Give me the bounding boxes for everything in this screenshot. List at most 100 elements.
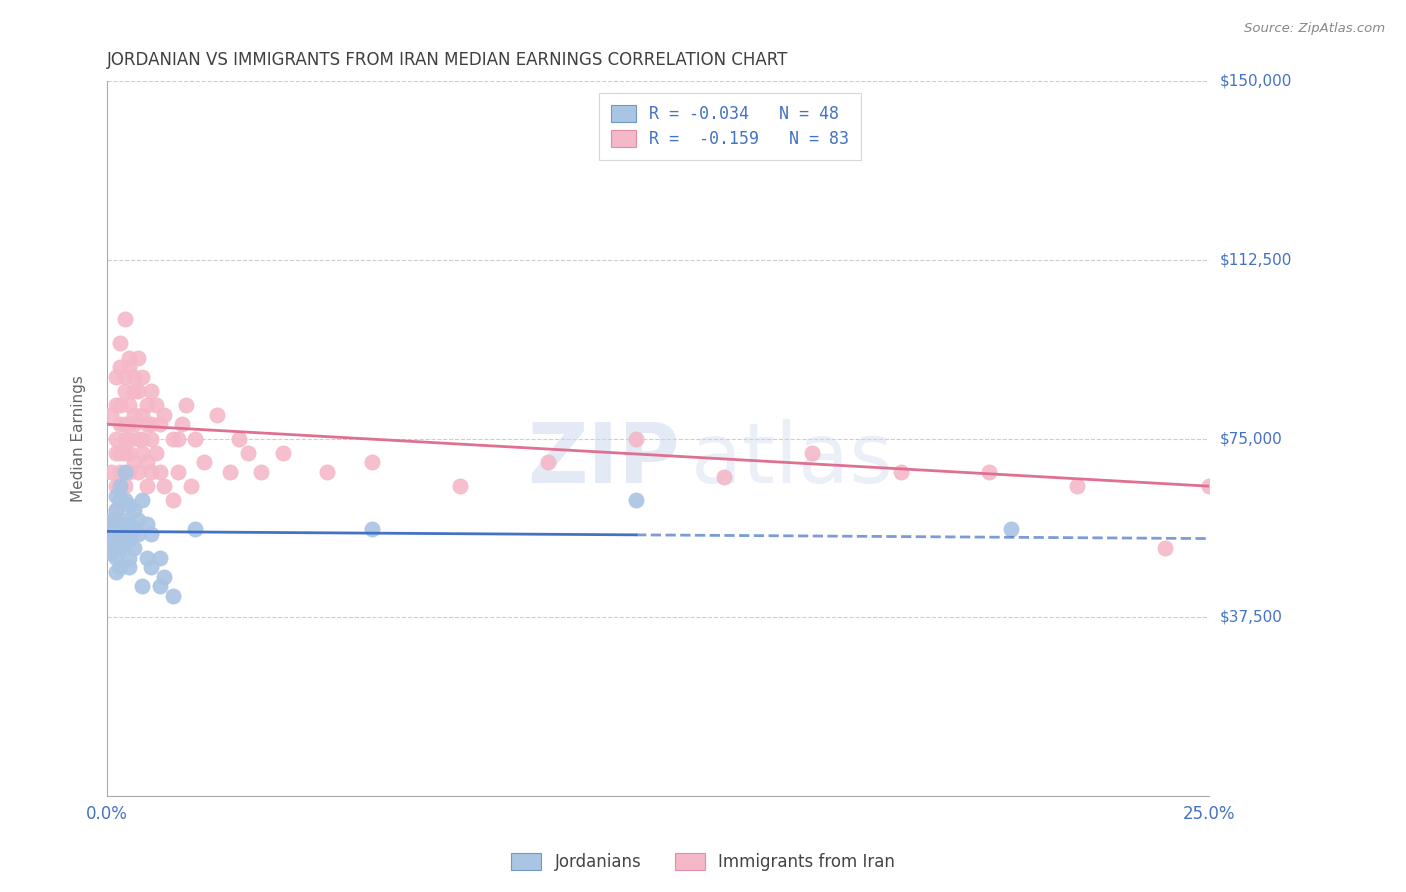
Point (127, 432, 149, 446)
Point (153, 408, 176, 422)
Point (110, 465, 132, 479)
Point (131, 369, 153, 384)
Text: Source: ZipAtlas.com: Source: ZipAtlas.com (1244, 22, 1385, 36)
Point (127, 526, 149, 541)
Point (114, 417, 136, 432)
Point (114, 384, 136, 398)
Point (104, 526, 127, 541)
Point (100, 517, 122, 532)
Point (114, 479, 136, 493)
Point (118, 351, 141, 365)
Point (537, 455, 560, 469)
Point (118, 517, 141, 532)
Point (141, 560, 163, 574)
Legend: Jordanians, Immigrants from Iran: Jordanians, Immigrants from Iran (503, 845, 903, 880)
Point (118, 398, 141, 412)
Point (114, 446, 136, 460)
Point (118, 532, 141, 546)
Point (228, 432, 250, 446)
Point (114, 312, 136, 326)
Point (104, 503, 127, 517)
Point (162, 589, 184, 603)
Point (104, 446, 127, 460)
Point (131, 408, 153, 422)
Point (104, 550, 127, 565)
Point (166, 432, 188, 446)
Point (162, 493, 184, 508)
Point (114, 493, 136, 508)
Point (100, 536, 122, 550)
Point (110, 522, 132, 536)
Point (1154, 541, 1177, 555)
Point (100, 512, 122, 526)
Point (219, 465, 242, 479)
Point (149, 579, 172, 593)
Point (141, 384, 163, 398)
Point (166, 465, 188, 479)
Point (104, 489, 127, 503)
Point (122, 384, 145, 398)
Point (135, 550, 157, 565)
Point (118, 432, 141, 446)
Point (100, 465, 122, 479)
Point (184, 522, 207, 536)
Point (122, 522, 145, 536)
Point (104, 503, 127, 517)
Point (250, 465, 273, 479)
Point (273, 446, 295, 460)
Text: atlas: atlas (692, 419, 893, 500)
Point (316, 465, 339, 479)
Point (889, 465, 911, 479)
Point (118, 446, 141, 460)
Point (104, 541, 127, 555)
Point (135, 417, 157, 432)
Point (236, 446, 259, 460)
Text: JORDANIAN VS IMMIGRANTS FROM IRAN MEDIAN EARNINGS CORRELATION CHART: JORDANIAN VS IMMIGRANTS FROM IRAN MEDIAN… (107, 51, 789, 69)
Point (110, 526, 132, 541)
Point (104, 398, 127, 412)
Point (131, 432, 153, 446)
Point (1198, 479, 1220, 493)
Point (135, 398, 157, 412)
Point (122, 417, 145, 432)
Legend: R = -0.034   N = 48, R =  -0.159   N = 83: R = -0.034 N = 48, R = -0.159 N = 83 (599, 94, 860, 160)
Point (801, 446, 824, 460)
Point (104, 369, 127, 384)
Point (110, 446, 132, 460)
Point (131, 446, 153, 460)
Point (122, 369, 145, 384)
Point (170, 417, 193, 432)
Point (118, 417, 141, 432)
Point (122, 455, 145, 469)
Point (114, 526, 136, 541)
Point (141, 526, 163, 541)
Point (114, 536, 136, 550)
Text: $37,500: $37,500 (1220, 609, 1284, 624)
Point (110, 493, 132, 508)
Point (135, 455, 157, 469)
Point (110, 336, 132, 351)
Point (114, 432, 136, 446)
Point (114, 369, 136, 384)
Point (104, 479, 127, 493)
Point (122, 503, 145, 517)
Point (104, 565, 127, 579)
Point (977, 465, 1000, 479)
Point (449, 479, 471, 493)
Point (114, 512, 136, 526)
Point (110, 417, 132, 432)
Point (100, 408, 122, 422)
Point (713, 469, 735, 483)
Point (110, 560, 132, 574)
Point (110, 541, 132, 555)
Text: ZIP: ZIP (527, 419, 681, 500)
Point (135, 517, 157, 532)
Point (624, 432, 647, 446)
Point (153, 479, 176, 493)
Point (118, 550, 141, 565)
Point (180, 479, 202, 493)
Point (1000, 522, 1022, 536)
Point (153, 569, 176, 583)
Point (141, 465, 163, 479)
Point (184, 432, 207, 446)
